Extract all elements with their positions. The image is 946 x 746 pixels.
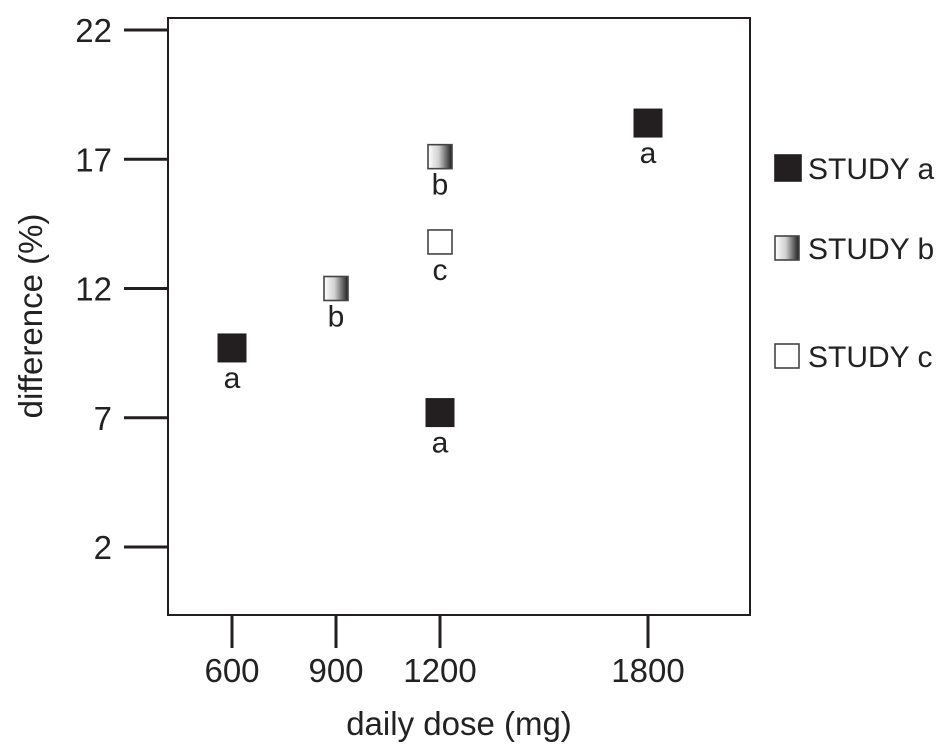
y-tick-label: 17 (75, 141, 112, 178)
data-point-label: a (640, 137, 657, 170)
legend-swatch (774, 343, 800, 369)
x-axis-title: daily dose (mg) (346, 705, 572, 742)
plot-frame (167, 17, 751, 616)
data-point-label: c (433, 254, 448, 287)
data-point-label: b (432, 169, 449, 202)
legend-label: STUDY b (808, 233, 934, 266)
legend-label: STUDY a (808, 153, 934, 186)
data-point-study-a (217, 333, 247, 363)
data-points: a a a b b c (217, 108, 663, 460)
y-tick-label: 2 (94, 529, 112, 566)
x-tick-label: 600 (204, 652, 259, 689)
legend-swatch (774, 235, 800, 261)
data-point-study-a (633, 108, 663, 138)
data-point-study-c (427, 229, 453, 255)
data-point-study-b (427, 143, 453, 170)
y-tick-label: 12 (75, 271, 112, 308)
data-point-study-a (425, 398, 455, 428)
x-tick-label: 1800 (611, 652, 684, 689)
data-point-label: b (328, 301, 345, 334)
data-point-label: a (432, 427, 449, 460)
data-point-study-b (323, 275, 349, 302)
y-tick-label: 7 (94, 400, 112, 437)
legend-label: STUDY c (808, 341, 932, 374)
data-point-label: a (224, 362, 241, 395)
x-axis: 600 900 1200 1800 (204, 615, 685, 689)
x-tick-label: 1200 (403, 652, 476, 689)
y-axis-title: difference (%) (12, 214, 49, 419)
x-tick-label: 900 (308, 652, 363, 689)
legend: STUDY a STUDY b STUDY c (774, 153, 934, 374)
legend-swatch (774, 154, 802, 182)
y-axis: 2 7 12 17 22 (75, 12, 168, 566)
y-tick-label: 22 (75, 12, 112, 49)
